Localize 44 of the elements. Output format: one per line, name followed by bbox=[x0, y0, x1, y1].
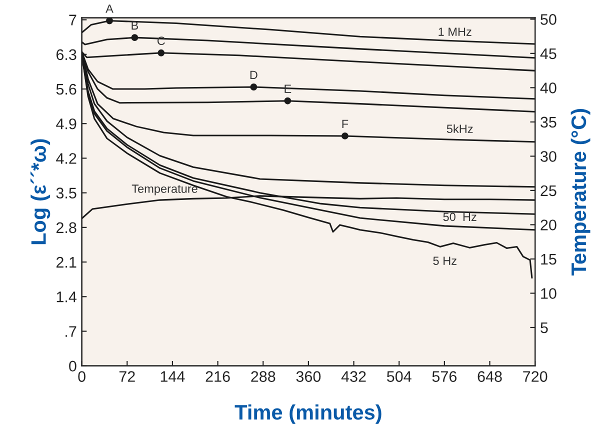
x-tick-label: 648 bbox=[478, 371, 502, 382]
y-tick-label: .7 bbox=[66, 326, 76, 337]
y2-tick-label: 40 bbox=[540, 82, 556, 94]
x-tick-label: 432 bbox=[341, 371, 366, 382]
y-tick-label: 2.1 bbox=[56, 256, 76, 268]
x-tick-label: 216 bbox=[206, 371, 230, 382]
y2-tick-label: 30 bbox=[540, 151, 556, 162]
y2-tick-label: 25 bbox=[540, 185, 556, 196]
annotation: Temperature bbox=[132, 184, 198, 196]
y2-tick-label: 45 bbox=[540, 48, 556, 60]
annotation: A bbox=[106, 4, 114, 13]
annotation: 1 MHz bbox=[438, 28, 472, 36]
y-tick-label: 7 bbox=[69, 14, 76, 26]
y-axis-title: Log (ε´´*ω) bbox=[30, 139, 50, 244]
y-tick-label: 2.8 bbox=[56, 222, 76, 234]
annotation: F bbox=[342, 120, 348, 128]
y-tick-label: 3.5 bbox=[56, 188, 76, 199]
x-tick-label: 72 bbox=[119, 371, 135, 382]
x-tick-label: 288 bbox=[251, 371, 276, 382]
annotation: B bbox=[132, 21, 138, 30]
y2-tick-label: 35 bbox=[540, 116, 556, 128]
y-tick-label: 4.9 bbox=[56, 118, 76, 130]
x-tick-label: 144 bbox=[160, 371, 185, 382]
y2-axis-title: Temperature (°C) bbox=[570, 109, 590, 276]
y-tick-label: 1.4 bbox=[56, 292, 77, 302]
y-tick-label: 5.6 bbox=[56, 84, 76, 95]
annotation: 50 Hz bbox=[443, 212, 476, 222]
x-tick-label: 0 bbox=[78, 371, 86, 382]
x-tick-label: 504 bbox=[386, 371, 412, 382]
y2-tick-label: 15 bbox=[541, 254, 556, 265]
y-tick-label: 4.2 bbox=[56, 153, 76, 164]
x-tick-label: 576 bbox=[432, 371, 457, 382]
annotation: D bbox=[250, 70, 258, 80]
y2-tick-label: 5 bbox=[540, 322, 548, 334]
y2-tick-label: 10 bbox=[541, 288, 556, 299]
x-tick-label: 720 bbox=[523, 371, 548, 382]
y-tick-label: 0 bbox=[69, 360, 76, 372]
annotation: 5 Hz bbox=[433, 256, 456, 265]
y2-tick-label: 50 bbox=[540, 14, 556, 25]
x-tick-label: 360 bbox=[296, 371, 321, 382]
x-axis-title: Time (minutes) bbox=[234, 404, 382, 424]
y2-tick-label: 20 bbox=[540, 220, 556, 230]
annotation: 5kHz bbox=[446, 124, 473, 134]
y-tick-label: 6.3 bbox=[56, 49, 76, 60]
